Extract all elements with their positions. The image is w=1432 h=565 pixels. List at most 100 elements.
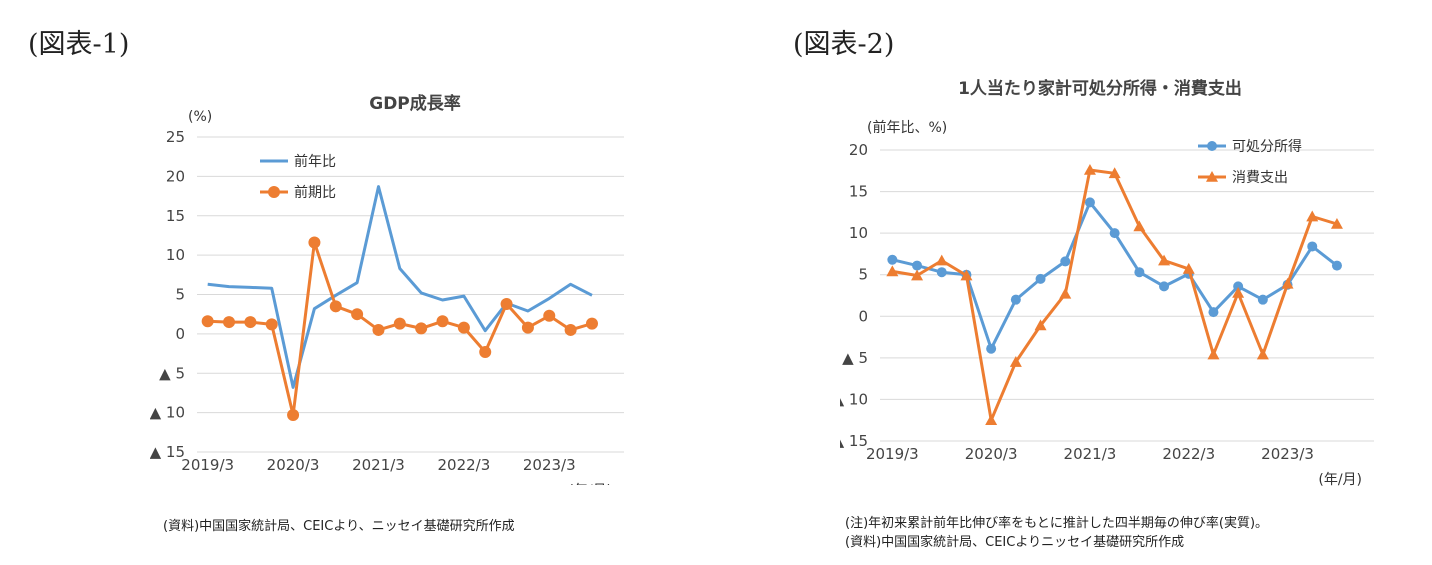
data-point (1159, 281, 1170, 292)
data-point (935, 254, 948, 266)
y-tick-label: ▲ 15 (150, 443, 185, 461)
data-point (1109, 228, 1120, 239)
data-point (1133, 220, 1146, 232)
data-point (1233, 281, 1244, 292)
household-income-spending-chart: 1人当たり家計可処分所得・消費支出 (前年比、%) 20 15 10 5 0 ▲ 5 ▲ 10 ▲… (840, 78, 1374, 488)
y-tick-label: ▲ 10 (150, 404, 185, 422)
data-point (372, 323, 385, 336)
y-tick-label: ▲ 5 (159, 364, 185, 382)
x-tick-label: 2019/3 (181, 456, 234, 474)
data-point (911, 269, 924, 281)
data-point (1307, 241, 1318, 252)
data-point (1060, 256, 1071, 267)
y-tick-label: 5 (175, 286, 185, 304)
figure-2-footnote: (注)年初来累計前年比伸び率をもとに推計した四半期毎の伸び率(実質)。 (845, 516, 1269, 531)
data-point (1009, 356, 1022, 367)
x-tick-label: 2020/3 (267, 456, 320, 474)
data-point (985, 414, 998, 426)
y-tick-label: ▲ 5 (842, 349, 868, 367)
y-tick-label: ▲ 15 (840, 432, 868, 450)
data-point (543, 309, 556, 322)
data-point (287, 408, 300, 421)
data-point (457, 321, 470, 334)
data-point (1108, 167, 1121, 179)
series-line-1 (892, 200, 1338, 351)
y-tick-label: 20 (849, 141, 868, 159)
legend-label: 可処分所得 (1232, 138, 1302, 155)
data-point (1281, 277, 1294, 289)
data-point (1035, 273, 1046, 284)
data-point (329, 300, 342, 313)
data-point (436, 315, 449, 328)
legend-label: 消費支出 (1232, 170, 1288, 186)
data-point (912, 260, 923, 271)
data-point (1331, 260, 1342, 271)
x-tick-label: 2023/3 (1261, 445, 1314, 463)
y-axis-unit-label: (%) (188, 109, 212, 125)
data-point (1207, 348, 1220, 360)
data-point (1059, 287, 1072, 299)
x-tick-label: 2020/3 (965, 445, 1018, 463)
x-axis-period-label: (年/月) (1318, 472, 1362, 488)
data-point (1306, 210, 1319, 222)
y-tick-label: 10 (166, 246, 185, 264)
legend-label: 前年比 (294, 153, 336, 170)
legend-marker (1207, 141, 1217, 151)
legend-marker (268, 186, 280, 198)
figure-2-label: (図表-2) (793, 29, 895, 60)
legend-marker (1206, 171, 1218, 182)
y-tick-label: 15 (166, 207, 185, 225)
y-tick-label: 15 (849, 183, 868, 201)
x-tick-label: 2022/3 (437, 456, 490, 474)
data-point (1084, 197, 1095, 208)
data-point (1330, 217, 1343, 229)
data-point (1232, 287, 1245, 298)
data-point (1010, 294, 1021, 305)
figure-2-source-note: (資料)中国国家統計局、CEICよりニッセイ基礎研究所作成 (845, 535, 1185, 550)
data-point (500, 297, 513, 310)
data-point (1256, 348, 1269, 360)
x-tick-label: 2022/3 (1162, 445, 1215, 463)
data-point (521, 321, 534, 334)
data-point (479, 345, 492, 358)
y-tick-label: 25 (166, 128, 185, 146)
series-line-1 (207, 185, 593, 389)
x-tick-label: 2019/3 (866, 445, 919, 463)
chart-title: 1人当たり家計可処分所得・消費支出 (958, 78, 1242, 99)
data-point (1257, 294, 1268, 305)
data-point (223, 316, 236, 329)
data-point (986, 343, 997, 354)
data-point (936, 267, 947, 278)
data-point (265, 318, 278, 331)
data-point (1083, 163, 1096, 175)
x-tick-label: 2021/3 (352, 456, 405, 474)
data-point (1182, 262, 1195, 274)
data-point (415, 322, 428, 335)
x-tick-label: 2023/3 (523, 456, 576, 474)
legend-label: 前期比 (294, 184, 336, 201)
chart-title: GDP成長率 (369, 93, 461, 114)
y-tick-label: 10 (849, 224, 868, 242)
figure-1-label: (図表-1) (28, 29, 130, 60)
x-tick-label: 2021/3 (1064, 445, 1117, 463)
data-point (393, 317, 406, 330)
data-point (308, 236, 321, 249)
y-axis-unit-label: (前年比、%) (867, 119, 947, 136)
data-point (351, 308, 364, 321)
data-point (1158, 254, 1171, 266)
data-point (960, 269, 973, 281)
data-point (886, 265, 899, 277)
data-point (244, 316, 257, 329)
x-axis-period-label: (年/月) (568, 483, 612, 485)
data-point (1208, 307, 1219, 318)
data-point (585, 317, 598, 330)
figure-1-source-note: (資料)中国国家統計局、CEICより、ニッセイ基礎研究所作成 (163, 519, 515, 534)
y-tick-label: 0 (175, 325, 185, 343)
data-point (201, 315, 214, 328)
data-point (887, 254, 898, 265)
y-tick-label: ▲ 10 (840, 390, 868, 408)
y-tick-label: 5 (858, 266, 868, 284)
data-point (1134, 267, 1145, 278)
data-point (564, 323, 577, 336)
